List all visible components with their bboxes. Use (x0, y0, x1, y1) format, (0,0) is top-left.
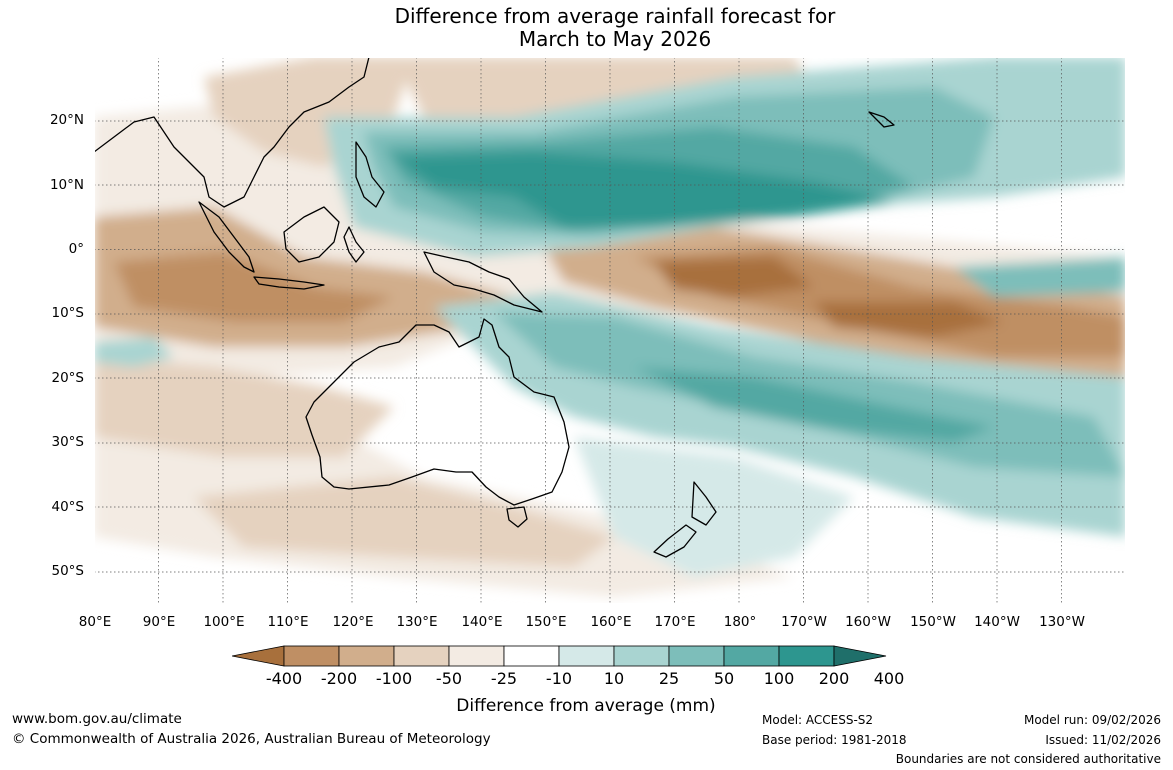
dry-region-north-pacific (394, 57, 814, 127)
lon-label-150e: 150°E (525, 614, 567, 630)
new-guinea-coastline (423, 251, 543, 313)
lat-label-10s: 10°S (51, 305, 85, 321)
legend-tick-label: 100 (763, 669, 795, 688)
legend-swatch (778, 645, 835, 667)
legend-tick-label: 25 (658, 669, 680, 688)
wet-region-east-pacific-band (954, 257, 1126, 297)
hawaii-coastline (868, 111, 895, 128)
map-title-line1: Difference from average rainfall forecas… (394, 4, 836, 28)
legend-swatch (283, 645, 340, 667)
issued-date: Issued: 11/02/2026 (1045, 733, 1161, 747)
lon-label-160w: 160°W (845, 614, 891, 630)
lon-label-170w: 170°W (781, 614, 827, 630)
tasmania-coastline (506, 506, 528, 528)
colour-legend-bar (232, 645, 887, 667)
rainfall-anomaly-map (94, 57, 1126, 604)
lon-label-130e: 130°E (396, 614, 438, 630)
legend-swatch (338, 645, 395, 667)
legend-tick-label: -200 (320, 669, 358, 688)
legend-tick-label: -400 (265, 669, 303, 688)
legend-swatch (613, 645, 670, 667)
australia-coastline (305, 318, 570, 506)
lon-label-100e: 100°E (203, 614, 245, 630)
wet-region-coral-sea-core (634, 367, 994, 442)
legend-max-arrow (833, 645, 887, 667)
legend-tick-label: 10 (603, 669, 625, 688)
legend-tick-label: 400 (873, 669, 905, 688)
new-zealand-south-coastline (653, 524, 697, 558)
lat-label-50s: 50°S (51, 563, 85, 579)
graticule (94, 57, 1126, 604)
lon-label-90e: 90°E (142, 614, 176, 630)
lat-label-40s: 40°S (51, 499, 85, 515)
coastlines (94, 57, 895, 558)
legend-tick-label: -100 (375, 669, 413, 688)
legend-swatch (723, 645, 780, 667)
lon-label-120e: 120°E (332, 614, 374, 630)
wet-region-north-pacific-max (394, 152, 894, 227)
asia-mainland-coastline (94, 57, 370, 208)
lon-label-140w: 140°W (974, 614, 1020, 630)
legend-tick-label: -50 (435, 669, 463, 688)
copyright-notice: © Commonwealth of Australia 2026, Austra… (12, 731, 491, 747)
map-title-line2: March to May 2026 (518, 27, 712, 51)
boundaries-disclaimer: Boundaries are not considered authoritat… (895, 752, 1161, 766)
dry-region-equatorial-pacific-max (654, 257, 814, 297)
wet-region-indian-ocean (94, 337, 174, 367)
lon-label-110e: 110°E (267, 614, 309, 630)
legend-swatch (668, 645, 725, 667)
legend-min-arrow (232, 645, 285, 667)
lon-label-140e: 140°E (461, 614, 503, 630)
website-url: www.bom.gov.au/climate (12, 711, 182, 727)
dry-region-south-pacific-max (814, 302, 1004, 337)
dry-region-western-australia (94, 357, 394, 457)
anomaly-fields (94, 57, 1126, 597)
lat-label-30s: 30°S (51, 434, 85, 450)
legend-swatch (558, 645, 615, 667)
lat-label-20s: 20°S (51, 370, 85, 386)
java-coastline (253, 276, 325, 290)
dry-region-southern-ocean (194, 477, 614, 567)
sulawesi-coastline (343, 226, 365, 263)
dry-region-indian-ocean-core (114, 252, 394, 322)
lon-label-80e: 80°E (78, 614, 112, 630)
philippines-coastline (355, 141, 385, 208)
base-period: Base period: 1981-2018 (762, 733, 907, 747)
legend-tick-label: 50 (713, 669, 735, 688)
model-run-date: Model run: 09/02/2026 (1023, 713, 1161, 727)
lat-label-10n: 10°N (49, 177, 84, 193)
legend-tick-label: -25 (490, 669, 518, 688)
legend-tick-label: -10 (545, 669, 573, 688)
sumatra-coastline (198, 201, 255, 273)
lon-label-130w: 130°W (1039, 614, 1085, 630)
lon-label-170e: 170°E (654, 614, 696, 630)
lon-label-150w: 150°W (910, 614, 956, 630)
legend-title: Difference from average (mm) (456, 696, 716, 716)
lon-label-160e: 160°E (590, 614, 632, 630)
legend-swatch (503, 645, 560, 667)
lat-label-0: 0° (68, 241, 84, 257)
legend-tick-label: 200 (818, 669, 850, 688)
lat-label-20n: 20°N (49, 112, 84, 128)
lon-label-180: 180° (723, 614, 757, 630)
model-name: Model: ACCESS-S2 (762, 713, 874, 727)
new-zealand-north-coastline (691, 481, 717, 526)
legend-swatch (448, 645, 505, 667)
borneo-coastline (283, 206, 340, 263)
legend-swatch (393, 645, 450, 667)
